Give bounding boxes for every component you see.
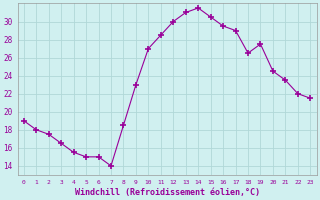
X-axis label: Windchill (Refroidissement éolien,°C): Windchill (Refroidissement éolien,°C)	[75, 188, 260, 197]
